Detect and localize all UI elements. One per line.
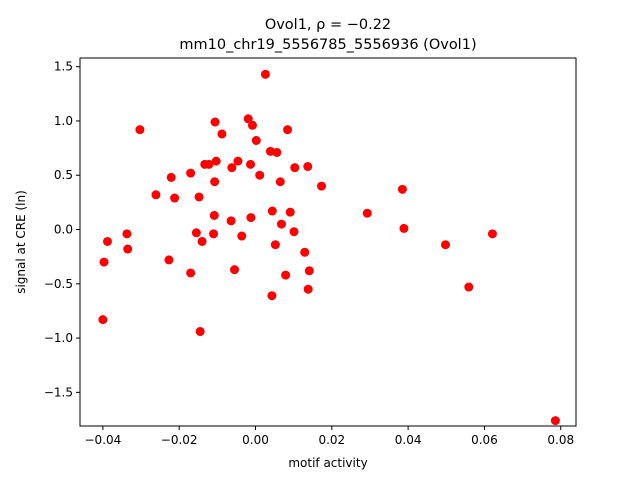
y-tick-label: −0.5 — [44, 277, 73, 291]
y-tick-label: 0.0 — [54, 223, 73, 237]
x-tick-label: 0.02 — [318, 433, 345, 447]
data-point — [285, 207, 295, 217]
data-point — [300, 247, 310, 257]
data-point — [464, 282, 474, 292]
plot-frame — [79, 57, 577, 427]
data-point — [317, 181, 327, 191]
data-point — [197, 236, 207, 246]
data-point — [550, 416, 560, 426]
chart-title-line-2: mm10_chr19_5556785_5556936 (Ovol1) — [179, 37, 476, 53]
data-point — [186, 168, 196, 178]
data-point — [151, 190, 161, 200]
data-point — [267, 291, 277, 301]
data-point — [210, 177, 220, 187]
data-point — [276, 219, 286, 229]
data-point — [399, 223, 409, 233]
x-axis: −0.04 −0.02 0.00 0.02 0.04 0.06 0.08 — [85, 426, 574, 447]
data-point — [123, 244, 133, 254]
x-axis-label: motif activity — [288, 456, 367, 470]
data-point — [135, 125, 145, 135]
data-point — [230, 265, 240, 275]
data-point — [164, 255, 174, 265]
data-point — [303, 162, 313, 172]
data-point — [194, 192, 204, 202]
data-point — [270, 240, 280, 250]
x-tick-label: 0.00 — [242, 433, 269, 447]
chart-title-line-1: Ovol1, ρ = −0.22 — [265, 17, 391, 33]
y-tick-label: 1.5 — [54, 60, 73, 74]
data-point — [210, 117, 220, 127]
data-point — [170, 193, 180, 203]
y-axis: 1.5 1.0 0.5 0.0 −0.5 −1.0 −1.5 — [44, 60, 80, 399]
data-point — [122, 229, 132, 239]
data-point — [246, 159, 256, 169]
data-point — [237, 231, 247, 241]
data-point — [397, 184, 407, 194]
x-tick-label: 0.08 — [547, 433, 574, 447]
y-tick-label: −1.0 — [44, 331, 73, 345]
x-tick-label: 0.06 — [471, 433, 498, 447]
data-point — [209, 210, 219, 220]
data-point — [186, 268, 196, 278]
data-point — [191, 228, 201, 238]
data-point — [246, 213, 256, 223]
y-tick-label: −1.5 — [44, 385, 73, 399]
data-point — [217, 129, 227, 139]
data-point — [290, 163, 300, 173]
data-point — [99, 257, 109, 267]
x-tick-label: 0.04 — [395, 433, 422, 447]
data-point — [226, 216, 236, 226]
data-point — [267, 206, 277, 216]
data-point — [272, 147, 282, 157]
data-point — [487, 229, 497, 239]
data-point — [255, 170, 265, 180]
data-point — [204, 159, 214, 169]
data-point — [260, 69, 270, 79]
data-point — [251, 136, 261, 145]
y-axis-label: signal at CRE (ln) — [14, 190, 28, 294]
data-point — [166, 172, 176, 182]
data-point — [289, 227, 299, 237]
y-axis-label-text: signal at CRE (ln) — [14, 190, 28, 294]
data-points — [98, 69, 560, 426]
x-tick-label: −0.04 — [85, 433, 122, 447]
data-point — [98, 315, 108, 325]
x-tick-label: −0.02 — [161, 433, 198, 447]
data-point — [281, 270, 291, 280]
data-point — [227, 163, 237, 173]
data-point — [362, 208, 372, 218]
data-point — [195, 327, 205, 337]
data-point — [283, 125, 293, 135]
data-point — [243, 114, 253, 124]
data-point — [304, 266, 314, 276]
data-point — [102, 236, 112, 246]
y-tick-label: 1.0 — [54, 114, 73, 128]
y-tick-label: 0.5 — [54, 168, 73, 182]
data-point — [211, 156, 221, 166]
data-point — [247, 120, 257, 130]
data-point — [209, 229, 219, 239]
data-point — [441, 240, 451, 250]
data-point — [233, 156, 243, 166]
data-point — [275, 177, 285, 187]
data-point — [303, 284, 313, 294]
